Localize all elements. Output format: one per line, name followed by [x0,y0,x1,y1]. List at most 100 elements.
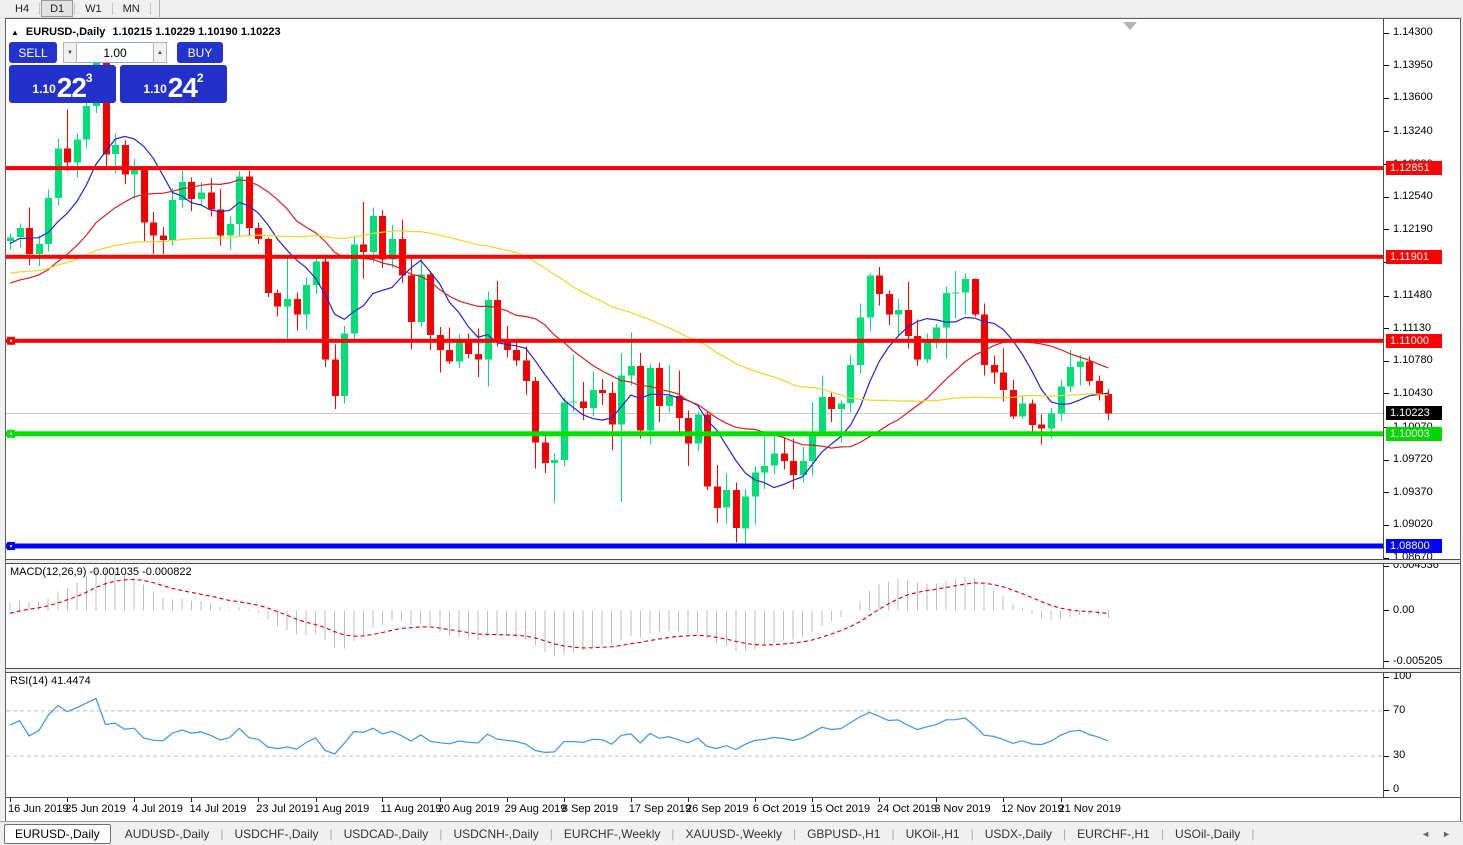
chart-tab-eurchf-weekly[interactable]: EURCHF-,Weekly [563,826,661,841]
tab-scroll-left-icon[interactable]: ◄ [1421,828,1431,839]
price-chart-canvas[interactable] [6,19,1383,559]
chart-tab-eurusd-daily[interactable]: EURUSD-,Daily [4,823,111,844]
price-tick-label: 1.12190 [1393,222,1433,235]
timeframe-mn[interactable]: MN [122,2,140,15]
price-line-tag[interactable]: 1.11901 [1386,249,1442,264]
chart-tab-usdx-daily[interactable]: USDX-,Daily [984,826,1053,841]
date-tick-mark [506,798,508,802]
buy-price-panel[interactable]: 1.10 24 2 [120,65,227,103]
date-tick-label: 25 Jun 2019 [65,803,126,815]
buy-price-pipette: 2 [196,71,204,85]
chart-tab-xauusd-weekly[interactable]: XAUUSD-,Weekly [685,826,782,841]
date-tick-mark [10,798,11,802]
date-tick-label: 21 Nov 2019 [1058,803,1121,815]
toolbar-separator [111,2,113,15]
date-tick-label: 24 Oct 2019 [877,803,937,815]
date-tick-mark [1003,798,1005,802]
buy-button[interactable]: BUY [177,42,223,63]
date-tick-label: 23 Jul 2019 [256,803,314,815]
price-line-tag[interactable]: 1.08800 [1386,538,1442,553]
timeframe-h4[interactable]: H4 [15,2,30,15]
rsi-tick-label: 0 [1393,783,1400,795]
date-tick-mark [67,798,69,802]
price-tick-mark [1384,229,1389,231]
timeframe-w1[interactable]: W1 [85,2,102,15]
ma-slow [9,229,1109,402]
horizontal-line [6,166,1383,171]
buy-price-prefix: 1.10 [143,82,167,96]
price-tick-label: 1.09020 [1393,518,1433,531]
date-tick-label: 3 Nov 2019 [934,803,991,815]
tab-separator: | [891,826,895,841]
date-tick-label: 17 Sep 2019 [628,803,692,815]
date-tick-mark [382,798,384,802]
price-line-tag[interactable]: 1.10003 [1386,426,1442,441]
date-tick-mark [1060,798,1062,802]
price-axis[interactable]: 1.143001.139501.136001.132401.128901.125… [1383,19,1460,821]
rsi-splitter[interactable] [6,668,1460,673]
chart-tab-gbpusd-h1[interactable]: GBPUSD-,H1 [807,826,881,841]
date-tick-mark [563,798,565,802]
main-chart-pane: ▲ EURUSD-,Daily 1.10215 1.10229 1.10190 … [6,19,1383,559]
chart-window: ▲ EURUSD-,Daily 1.10215 1.10229 1.10190 … [5,18,1461,822]
price-tick-mark [1384,196,1389,198]
price-tick-label: 1.09720 [1393,453,1433,466]
date-tick-label: 8 Sep 2019 [561,803,619,815]
volume-increase-icon[interactable]: ▲ [153,42,167,63]
chart-tab-audusd-daily[interactable]: AUDUSD-,Daily [124,826,210,841]
date-tick-mark [630,798,632,802]
date-tick-label: 1 Aug 2019 [313,803,370,815]
rsi-canvas[interactable] [6,672,1383,797]
macd-splitter[interactable] [6,559,1460,564]
timeframe-d1[interactable]: D1 [41,0,74,17]
date-axis[interactable]: 16 Jun 2019 25 Jun 2019 4 Jul 2019 14 Jul 2… [6,797,1460,821]
rsi-tick-mark [1384,710,1389,712]
volume-input[interactable] [77,42,153,63]
date-tick-mark [936,798,938,802]
date-tick-mark [258,798,260,802]
horizontal-line [6,431,1383,437]
date-tick-mark [879,798,881,802]
price-line-tag[interactable]: 1.10223 [1386,406,1442,421]
sell-price-panel[interactable]: 1.10 22 3 [9,65,116,103]
chart-shift-marker-icon[interactable] [1123,22,1137,30]
chart-tab-eurchf-h1[interactable]: EURCHF-,H1 [1077,826,1150,841]
collapse-arrow-icon[interactable]: ▲ [11,27,19,37]
macd-canvas[interactable] [6,563,1383,668]
chart-tab-usdcnh-daily[interactable]: USDCNH-,Daily [453,826,539,841]
tab-scroll-right-icon[interactable]: ► [1442,828,1451,839]
price-tick-mark [1384,32,1389,34]
macd-signal-line [9,578,1109,649]
date-tick-label: 11 Aug 2019 [380,803,442,815]
chart-tab-usdchf-daily[interactable]: USDCHF-,Daily [234,826,319,841]
macd-tick-label: -0.005205 [1393,654,1443,667]
rsi-pane: RSI(14) 41.4474 [6,672,1383,797]
date-tick-mark [439,798,441,802]
price-tick-label: 1.10780 [1393,354,1433,367]
macd-label: MACD(12,26,9) -0.001035 -0.000822 [10,566,192,578]
candles [7,49,1112,547]
price-tick-label: 1.12540 [1393,190,1433,203]
rsi-line [9,697,1109,755]
price-line-tag[interactable]: 1.11000 [1386,333,1442,348]
chart-tab-usdcad-daily[interactable]: USDCAD-,Daily [343,826,429,841]
price-tick-label: 1.11130 [1393,321,1432,334]
price-tick-mark [1384,97,1389,99]
date-tick-label: 15 Oct 2019 [810,803,871,815]
price-tick-label: 1.09370 [1393,485,1433,498]
macd-histogram [9,567,1109,657]
date-tick-mark [754,798,756,802]
date-tick-mark [688,798,690,802]
tab-separator: | [792,826,797,841]
chart-tab-usoil-daily[interactable]: USOil-,Daily [1174,826,1241,841]
price-tick-mark [1384,459,1389,461]
price-tick-label: 1.10430 [1393,386,1433,399]
rsi-tick-mark [1384,755,1389,757]
price-line-tag[interactable]: 1.12851 [1386,161,1442,176]
date-tick-mark [191,798,193,802]
chart-tab-ukoil-h1[interactable]: UKOil-,H1 [905,826,960,841]
sell-button[interactable]: SELL [9,42,57,63]
volume-decrease-icon[interactable]: ▼ [63,42,77,63]
toolbar-separator [158,0,160,17]
